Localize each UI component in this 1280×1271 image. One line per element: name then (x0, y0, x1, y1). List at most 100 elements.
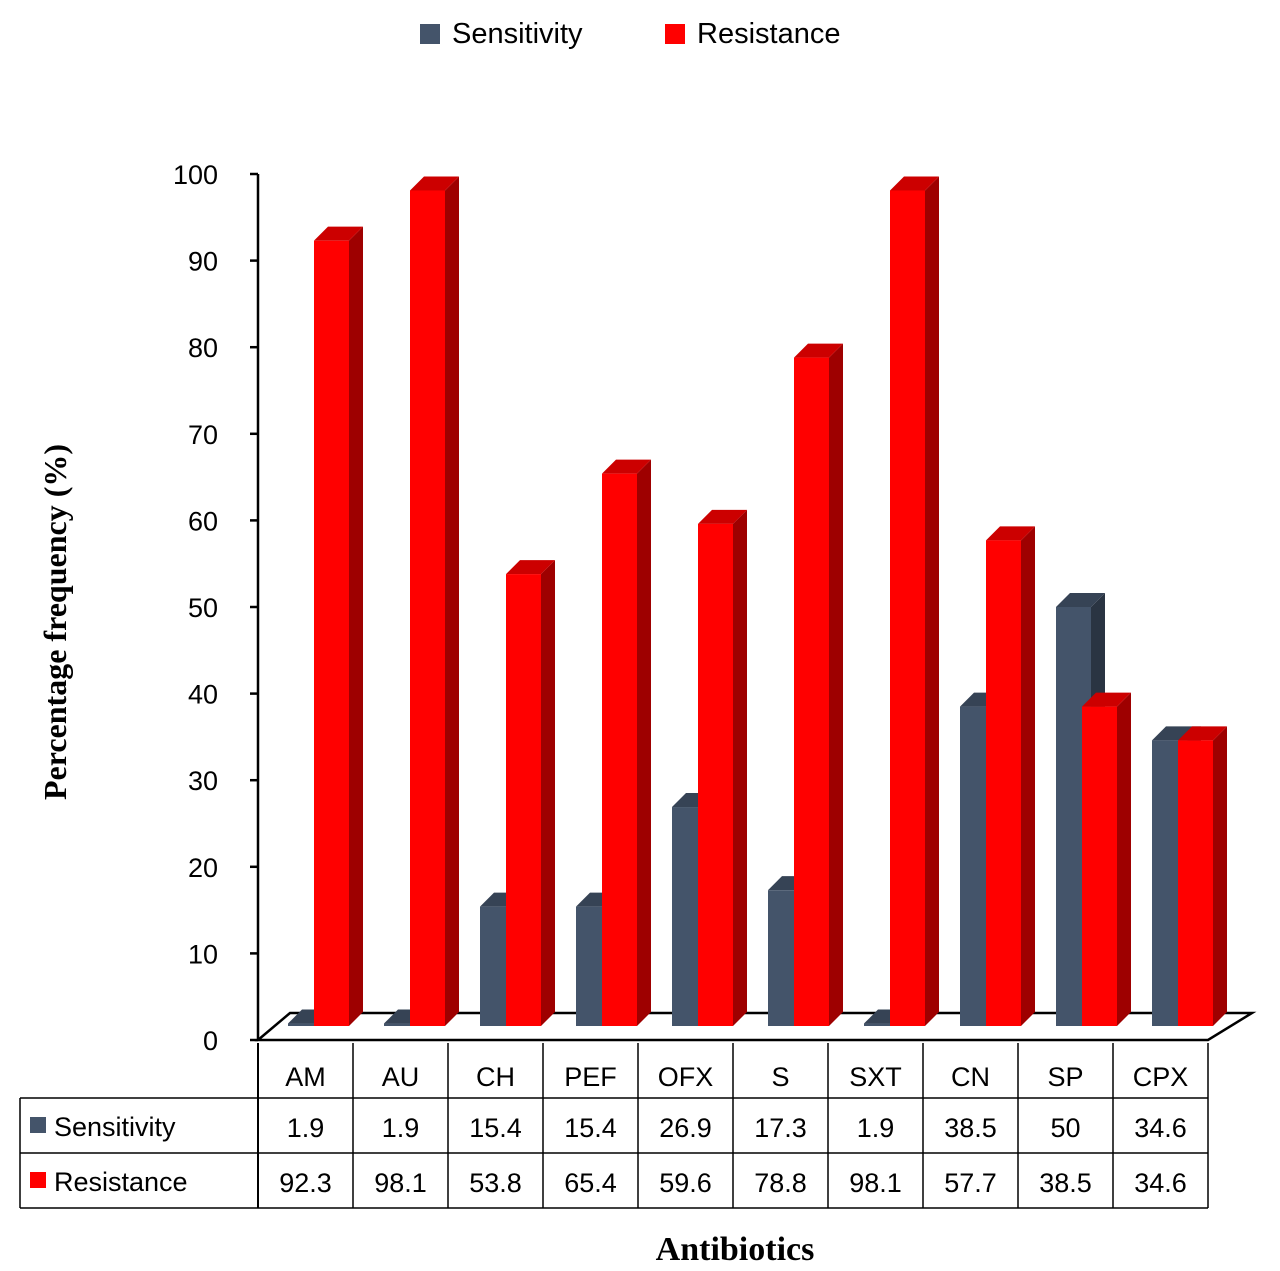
bar-side (925, 176, 939, 1027)
bar-top (794, 343, 843, 358)
data-label: 57.7 (944, 1168, 997, 1198)
bar-resistance-CPX (1178, 726, 1227, 1026)
legend-label: Sensitivity (452, 18, 583, 50)
bar-top (506, 560, 555, 575)
data-label: 92.3 (279, 1168, 332, 1198)
bar-resistance-CN (986, 526, 1035, 1026)
bar-front (864, 1023, 899, 1026)
y-tick-label: 70 (188, 420, 218, 450)
bar-side (541, 560, 555, 1026)
x-axis-title: Antibiotics (656, 1231, 815, 1268)
y-tick-label: 90 (188, 247, 218, 277)
x-tick-label: SXT (849, 1062, 902, 1092)
data-label: 53.8 (469, 1168, 522, 1198)
bar-side (1213, 726, 1227, 1026)
bar-top (1056, 593, 1105, 607)
bar-front (1082, 706, 1117, 1026)
bar-top (698, 509, 747, 524)
data-label: 1.9 (857, 1113, 895, 1143)
bar-front (986, 540, 1021, 1026)
data-label: 17.3 (754, 1113, 807, 1143)
data-label: 98.1 (374, 1168, 427, 1198)
x-tick-label: CH (476, 1062, 515, 1092)
data-label: 59.6 (659, 1168, 712, 1198)
data-label: 98.1 (849, 1168, 902, 1198)
y-tick-label: 10 (188, 939, 218, 969)
data-label: 78.8 (754, 1168, 807, 1198)
bar-resistance-CH (506, 560, 555, 1026)
bar-front (890, 190, 925, 1027)
x-tick-label: CPX (1133, 1062, 1189, 1092)
y-tick-label: 20 (188, 853, 218, 883)
table-legend-swatch (30, 1117, 46, 1133)
bar-front (288, 1023, 323, 1026)
y-axis: 0 10 20 30 40 50 60 70 80 90 100 (173, 160, 260, 1056)
bar-resistance-SP (1082, 692, 1131, 1026)
data-label: 34.6 (1134, 1113, 1187, 1143)
legend-label: Resistance (697, 18, 840, 50)
bars (288, 176, 1227, 1027)
bar-front (602, 473, 637, 1026)
bar-front (794, 357, 829, 1026)
table-legend-swatch (30, 1172, 46, 1188)
x-tick-label: CN (951, 1062, 990, 1092)
bar-top (314, 226, 363, 241)
y-tick-label: 40 (188, 680, 218, 710)
x-tick-label: OFX (658, 1062, 714, 1092)
data-label: 65.4 (564, 1168, 617, 1198)
bar-front (410, 190, 445, 1027)
bar-top (1082, 692, 1131, 707)
data-label: 26.9 (659, 1113, 712, 1143)
data-label: 38.5 (944, 1113, 997, 1143)
legend-swatch (420, 24, 440, 44)
x-tick-label: PEF (564, 1062, 617, 1092)
bar-side (1021, 526, 1035, 1026)
y-tick-label: 80 (188, 333, 218, 363)
bar-side (733, 509, 747, 1026)
bar-resistance-SXT (890, 176, 939, 1027)
x-tick-label: AM (285, 1062, 326, 1092)
x-tick-label: AU (382, 1062, 420, 1092)
y-tick-label: 0 (203, 1026, 218, 1056)
data-label: 1.9 (287, 1113, 325, 1143)
data-label: 15.4 (564, 1113, 617, 1143)
bar-side (829, 343, 843, 1026)
bar-side (349, 226, 363, 1026)
bar-front (384, 1023, 419, 1026)
y-tick-label: 30 (188, 766, 218, 796)
bar-resistance-AU (410, 176, 459, 1027)
y-tick-label: 50 (188, 593, 218, 623)
bar-front (314, 240, 349, 1026)
data-label: 34.6 (1134, 1168, 1187, 1198)
data-label: 15.4 (469, 1113, 522, 1143)
bar-side (1117, 692, 1131, 1026)
bar-side (637, 459, 651, 1026)
bar-resistance-PEF (602, 459, 651, 1026)
bar-top (1178, 726, 1227, 741)
bar-top (986, 526, 1035, 541)
bar-front (1178, 740, 1213, 1026)
data-label: 1.9 (382, 1113, 420, 1143)
x-tick-label: SP (1047, 1062, 1083, 1092)
x-tick-label: S (771, 1062, 789, 1092)
bar-top (890, 176, 939, 191)
bar-resistance-OFX (698, 509, 747, 1026)
bar-front (698, 523, 733, 1026)
y-axis-title: Percentage frequency (%) (37, 444, 73, 800)
legend-swatch (665, 24, 685, 44)
legend: Sensitivity Resistance (420, 18, 840, 50)
bar-top (410, 176, 459, 191)
bar-front (506, 574, 541, 1026)
data-label: 38.5 (1039, 1168, 1092, 1198)
table-series-name: Sensitivity (54, 1112, 176, 1142)
y-tick-label: 100 (173, 160, 218, 190)
bar-resistance-S (794, 343, 843, 1026)
data-label: 50 (1050, 1113, 1080, 1143)
y-tick-label: 60 (188, 506, 218, 536)
bar-side (445, 176, 459, 1027)
table-series-name: Resistance (54, 1167, 188, 1197)
data-table: AM AU CH PEF OFX S SXT CN SP CPX Sensitivity 1.9 1.9… (19, 1043, 1209, 1209)
bar-top (602, 459, 651, 474)
